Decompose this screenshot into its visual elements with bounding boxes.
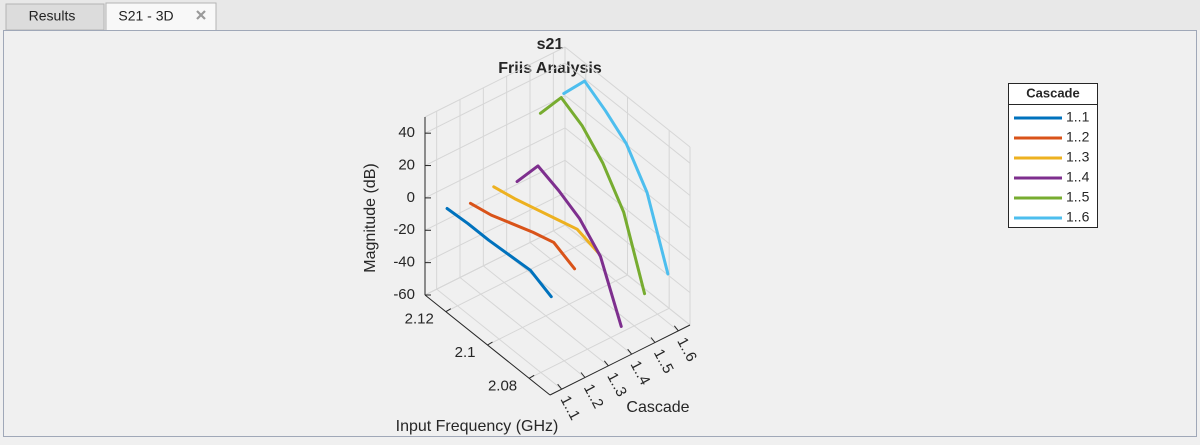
grid-line <box>529 242 656 343</box>
legend: Cascade 1..1 1..2 1..3 1..4 1..5 1..6 <box>1008 83 1098 228</box>
grid-line <box>424 62 566 134</box>
legend-label: 1..5 <box>1066 189 1090 205</box>
legend-label: 1..6 <box>1066 209 1090 225</box>
x-tick-label: 2.08 <box>488 377 517 394</box>
y-tick <box>557 383 563 390</box>
x-tick-label: 2.1 <box>455 344 476 361</box>
z-tick-label: -60 <box>393 286 415 303</box>
y-tick <box>580 372 586 378</box>
grid-line <box>424 192 566 264</box>
x-tick <box>528 374 535 379</box>
grid-line <box>424 95 566 166</box>
y-axis <box>549 324 691 396</box>
tab-label[interactable]: S21 - 3D <box>118 8 173 24</box>
tab[interactable] <box>5 3 105 31</box>
z-tick-label: -40 <box>393 254 415 271</box>
z-axis-label: Magnitude (dB) <box>362 163 379 272</box>
grid-line <box>553 230 679 332</box>
tab-label[interactable]: Results <box>29 8 76 24</box>
grid-line <box>487 274 628 346</box>
tab-close[interactable] <box>196 10 206 20</box>
z-tick-label: 20 <box>398 157 415 174</box>
grid-line <box>528 307 670 379</box>
series-line <box>538 96 647 296</box>
legend-label: 1..2 <box>1066 129 1090 145</box>
legend-label: 1..3 <box>1066 149 1090 165</box>
grid-line <box>459 277 586 378</box>
legend-box <box>1008 83 1098 228</box>
series-line <box>515 164 623 328</box>
z-tick-label: -20 <box>393 221 415 238</box>
x-tick-label: 2.12 <box>405 311 434 328</box>
legend-label: 1..4 <box>1066 169 1090 185</box>
series-line <box>468 201 577 271</box>
y-tick <box>650 337 656 343</box>
y-tick <box>627 348 633 355</box>
y-tick <box>603 360 609 367</box>
y-tick <box>673 325 679 332</box>
grid-line <box>506 253 632 355</box>
z-tick-label: 0 <box>407 189 415 206</box>
series-line <box>492 185 600 254</box>
legend-label: 1..1 <box>1066 109 1090 125</box>
grid-line <box>424 127 566 199</box>
chart-title: s21 <box>537 36 564 53</box>
grid-line <box>436 288 562 390</box>
panel <box>3 30 1197 437</box>
x-tick <box>445 308 452 313</box>
x-tick <box>487 341 493 346</box>
series-line <box>562 79 670 276</box>
series-line <box>445 207 553 299</box>
z-tick-label: 40 <box>398 124 415 141</box>
y-axis-label: Cascade <box>626 399 689 416</box>
chart-subtitle: Friis Analysis <box>498 60 602 77</box>
x-axis-label: Input Frequency (GHz) <box>396 418 559 435</box>
legend-title: Cascade <box>1026 85 1079 100</box>
grid-line <box>483 265 609 367</box>
box-edge <box>424 46 566 118</box>
